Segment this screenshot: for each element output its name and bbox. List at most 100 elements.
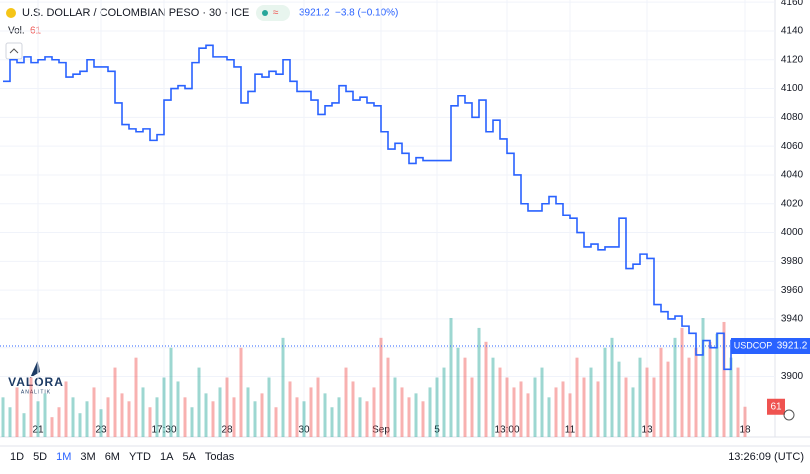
symbol-label: USDCOP — [734, 340, 773, 350]
x-tick-label: 5 — [434, 425, 440, 436]
x-tick-label: 28 — [221, 425, 233, 436]
volume-bar — [631, 387, 635, 437]
flag-icon — [6, 8, 16, 18]
volume-bar — [477, 327, 481, 437]
volume-badge-label: 61 — [770, 401, 782, 412]
volume-bar — [141, 387, 145, 437]
volume-bar — [1, 397, 5, 437]
y-tick-label: 4040 — [781, 170, 804, 181]
volume-bar — [421, 401, 425, 437]
volume-bar — [113, 367, 117, 437]
y-tick-label: 4000 — [781, 227, 804, 238]
volume-bar — [554, 387, 558, 437]
range-button[interactable]: 1D — [10, 451, 24, 463]
volume-bar — [694, 347, 698, 437]
volume-bar — [638, 357, 642, 437]
volume-bar — [589, 367, 593, 437]
volume-bar — [8, 407, 12, 437]
volume-bar — [50, 417, 54, 437]
price-line — [3, 44, 746, 371]
volume-bar — [393, 377, 397, 437]
settings-icon[interactable] — [783, 409, 795, 421]
range-button[interactable]: 6M — [105, 451, 120, 463]
volume-bar — [568, 393, 572, 437]
range-button[interactable]: Todas — [205, 451, 235, 463]
volume-bar — [680, 327, 684, 437]
price-change: −3.8 (−0.10%) — [335, 8, 398, 19]
x-tick-label: 21 — [32, 425, 44, 436]
range-button[interactable]: 5D — [33, 451, 47, 463]
volume-bar — [169, 347, 173, 437]
volume-bar — [470, 377, 474, 437]
volume-bar — [211, 401, 215, 437]
volume-bar — [176, 381, 180, 437]
volume-bar — [386, 357, 390, 437]
volume-bar — [736, 367, 740, 437]
volume-bar — [610, 337, 614, 437]
volume-bar — [505, 377, 509, 437]
volume-bar — [134, 357, 138, 437]
volume-bar — [232, 397, 236, 437]
status-pill — [256, 5, 290, 21]
range-button[interactable]: 1M — [56, 451, 71, 463]
volume-bar — [722, 321, 726, 437]
range-button[interactable]: 5A — [182, 451, 196, 463]
volume-bar — [92, 387, 96, 437]
volume-bar — [659, 347, 663, 437]
symbol-badge — [731, 338, 775, 355]
volume-bar — [743, 406, 747, 437]
volume-bar — [204, 393, 208, 437]
volume-bar — [701, 318, 705, 437]
x-tick-label: 30 — [298, 425, 310, 436]
volume-bar — [337, 397, 341, 437]
volume-bar — [365, 401, 369, 437]
y-tick-label: 4140 — [781, 26, 804, 37]
volume-bar — [603, 347, 607, 437]
clock: 13:26:09 (UTC) — [728, 451, 804, 463]
volume-bar — [379, 337, 383, 437]
status-dot — [262, 10, 268, 16]
volume-bar — [484, 341, 488, 437]
x-tick-label: 18 — [739, 425, 751, 436]
volume-bar — [624, 377, 628, 437]
volume-bar — [540, 367, 544, 437]
range-button[interactable]: 1A — [160, 451, 174, 463]
range-button[interactable]: YTD — [129, 451, 151, 463]
volume-bar — [267, 377, 271, 437]
volume-bar — [295, 397, 299, 437]
volume-bar — [78, 413, 82, 437]
volume-bar — [533, 377, 537, 437]
y-tick-label: 3940 — [781, 314, 804, 325]
volume-bar — [274, 407, 278, 437]
volume-bar — [323, 393, 327, 437]
volume-bar — [463, 357, 467, 437]
volume-bar — [491, 357, 495, 437]
volume-badge — [767, 398, 785, 415]
chart-title: U.S. DOLLAR / COLOMBIAN PESO · 30 · ICE — [22, 7, 249, 19]
y-tick-label: 4060 — [781, 141, 804, 152]
volume-bar — [22, 413, 26, 437]
volume-bar — [57, 407, 61, 437]
collapse-button[interactable] — [5, 42, 23, 60]
volume-bar — [120, 393, 124, 437]
volume-bar — [617, 361, 621, 437]
y-tick-label: 4020 — [781, 198, 804, 209]
volume-bar — [456, 347, 460, 437]
volume-bar — [15, 387, 19, 437]
volume-bar — [351, 381, 355, 437]
volume-bar — [512, 387, 516, 437]
last-price: 3921.2 — [299, 8, 330, 19]
volume-bar — [43, 393, 47, 437]
y-tick-label: 4080 — [781, 112, 804, 123]
volume-bar — [281, 337, 285, 437]
collapse-icon — [9, 48, 19, 54]
volume-bar — [561, 381, 565, 437]
volume-bar — [162, 377, 166, 437]
volume-bar — [225, 377, 229, 437]
range-button[interactable]: 3M — [80, 451, 95, 463]
volume-bar — [316, 377, 320, 437]
volume-bar — [372, 387, 376, 437]
volume-bar — [582, 377, 586, 437]
volume-bar — [344, 367, 348, 437]
